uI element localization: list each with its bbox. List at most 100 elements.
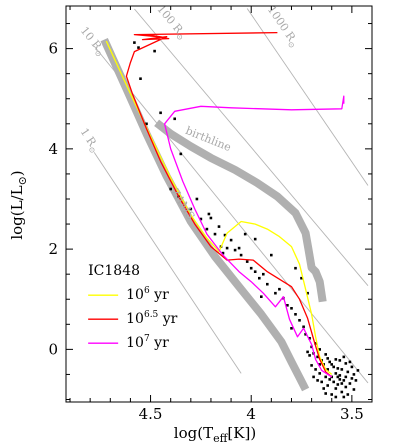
star-point — [346, 393, 350, 396]
radius-line — [93, 45, 369, 384]
star-point — [274, 291, 277, 295]
star-point — [298, 319, 301, 322]
y-tick-label: 2 — [48, 240, 58, 258]
star-point — [133, 41, 136, 44]
star-point — [318, 372, 321, 375]
star-point — [328, 378, 331, 381]
x-tick-label: 4 — [246, 405, 256, 423]
isochrone-track — [125, 31, 333, 378]
legend-label-unit: yr — [158, 311, 177, 327]
star-point — [332, 380, 335, 384]
star-point — [205, 227, 209, 231]
star-point — [290, 327, 293, 330]
legend-label-base: 10 — [126, 335, 144, 351]
radius-label-sun: ⊙ — [174, 31, 185, 42]
star-point — [169, 187, 172, 191]
y-axis-title-tail: ) — [8, 170, 26, 176]
legend-label-unit: yr — [150, 287, 169, 303]
star-point — [312, 375, 315, 379]
star-point — [270, 253, 273, 257]
svg-text:log(Teff[K]): log(Teff[K]) — [174, 424, 256, 445]
star-point — [262, 272, 265, 276]
plot-frame — [65, 5, 373, 403]
radius-label-sun: ⊙ — [92, 48, 103, 59]
legend-label-exp: 6 — [144, 286, 150, 296]
star-point — [324, 353, 327, 356]
y-tick-label: 0 — [48, 340, 58, 358]
star-point — [217, 225, 221, 228]
star-point — [320, 380, 323, 384]
star-point — [318, 363, 321, 366]
star-point — [237, 246, 241, 250]
star-point — [302, 325, 305, 329]
radius-label: 1000 R⊙ — [263, 3, 302, 50]
x-axis-title-tail: [K]) — [227, 424, 256, 442]
star-point — [294, 313, 297, 316]
star-point — [340, 382, 344, 385]
star-point — [352, 388, 356, 391]
radius-line — [134, 8, 369, 286]
legend-label-base: 10 — [126, 287, 144, 303]
reference-curves — [100, 37, 327, 392]
star-point — [344, 362, 348, 365]
star-point — [199, 217, 203, 221]
star-point — [316, 355, 319, 359]
star-point — [340, 390, 344, 394]
star-point — [338, 374, 342, 377]
star-point — [352, 373, 356, 376]
star-point — [258, 276, 261, 280]
star-point — [306, 291, 309, 295]
star-point — [306, 350, 309, 354]
legend-label: 106.5 yr — [126, 310, 178, 327]
star-point — [221, 251, 225, 255]
star-point — [225, 246, 229, 250]
star-point — [338, 378, 342, 381]
isochrone-track — [163, 95, 345, 378]
star-point — [207, 212, 211, 216]
radius-label-value: 1 R — [78, 126, 100, 149]
legend-label-exp: 7 — [144, 334, 150, 344]
star-point — [145, 122, 148, 126]
star-point — [326, 384, 329, 387]
star-point — [229, 238, 233, 242]
star-point — [137, 46, 140, 49]
star-point — [332, 365, 335, 369]
legend-label: 107 yr — [126, 334, 169, 351]
star-point — [334, 372, 338, 375]
star-point — [326, 357, 329, 360]
isochrone-tracks — [105, 31, 345, 378]
isochrone-track — [105, 40, 333, 375]
star-point — [346, 370, 350, 374]
birthline-curve — [154, 119, 327, 303]
star-point — [322, 387, 325, 390]
x-tick-label: 4.5 — [139, 405, 163, 423]
star-point — [308, 354, 311, 357]
star-point — [173, 117, 176, 121]
star-point — [354, 379, 358, 382]
star-point — [239, 253, 243, 257]
radius-line — [246, 8, 369, 186]
x-axis-title-main: log(T — [174, 424, 213, 442]
radius-label-sun: ⊙ — [86, 145, 97, 156]
legend-label-exp: 6.5 — [144, 310, 159, 320]
y-tick-label: 4 — [48, 140, 58, 158]
star-point — [249, 266, 253, 270]
star-point — [243, 232, 247, 236]
star-point — [294, 266, 297, 270]
star-point — [153, 49, 156, 53]
star-point — [223, 233, 227, 237]
star-point — [179, 152, 183, 156]
star-point — [308, 337, 311, 340]
star-point — [348, 360, 352, 364]
legend-label-unit: yr — [150, 335, 169, 351]
star-point — [338, 359, 342, 362]
svg-text:log(L/L⊙): log(L/L⊙) — [8, 170, 29, 239]
star-point — [342, 355, 346, 359]
star-point — [334, 395, 338, 399]
star-point — [324, 392, 327, 395]
axis-ticks: 4.5 4 3.5 0 2 4 6 — [48, 6, 373, 423]
star-point — [253, 270, 257, 273]
star-point — [336, 383, 340, 386]
